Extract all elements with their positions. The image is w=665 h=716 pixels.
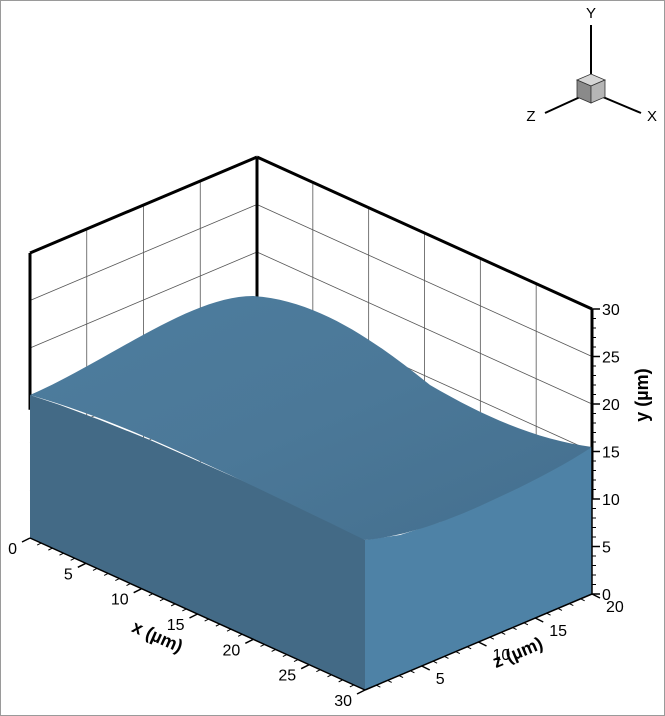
surface-top [30,296,592,540]
x-major-tick [244,638,254,645]
x-minor-tick [271,649,276,652]
z-minor-tick [489,636,495,640]
triad-z-label: Z [526,108,535,125]
x-minor-tick [349,684,355,688]
x-minor-tick [327,674,332,678]
x-minor-tick [226,628,232,632]
z-minor-tick [432,660,438,664]
x-minor-tick [204,618,209,622]
z-major-tick [421,665,431,671]
z-minor-tick [557,607,563,611]
x-minor-tick [70,557,75,561]
z-minor-tick [523,622,529,626]
z-tick-label: 20 [606,599,624,616]
x-major-tick [133,587,143,594]
x-minor-tick [48,547,53,551]
y-tick-label: 5 [602,540,611,557]
y-tick-label: 25 [602,350,620,367]
z-minor-tick [398,675,404,679]
x-minor-tick [260,643,265,647]
x-minor-tick [338,679,343,683]
x-major-tick [189,613,198,619]
z-minor-tick [455,651,461,655]
x-minor-tick [182,608,187,612]
x-minor-tick [148,593,154,597]
wall-edge [29,155,258,255]
z-minor-tick [466,646,472,650]
x-tick-label: 15 [167,617,185,634]
gridline-y [256,251,593,405]
z-minor-tick [444,655,449,659]
z-minor-tick [546,612,551,616]
x-tick-label: 5 [64,566,73,583]
cube-icon-right [590,79,606,104]
x-minor-tick [316,669,321,673]
z-tick-label: 10 [493,647,511,664]
y-tick-label: 10 [602,492,620,509]
x-minor-tick [92,567,98,571]
front-face-x [30,395,365,690]
z-minor-tick [376,684,381,688]
x-minor-tick [126,583,131,587]
wall-edge [256,155,593,311]
back-wall-left [30,13,253,395]
z-major-tick [534,617,544,623]
x-minor-tick [103,573,109,576]
z-tick-label: 15 [549,623,567,640]
x-tick-label: 0 [8,541,17,558]
y-tick-label: 20 [602,397,620,414]
triad-y-label: Y [586,5,596,22]
z-axis-line [364,593,593,691]
y-tick-label: 15 [602,445,620,462]
gridline-y [256,204,593,357]
x-major-tick [77,562,87,569]
x-minor-tick [170,603,176,607]
z-minor-tick [387,679,392,683]
z-tick-label: 5 [436,671,445,688]
y-tick-label: 0 [602,587,611,604]
z-minor-tick [569,603,574,607]
x-minor-tick [282,654,288,657]
z-minor-tick [500,631,506,635]
orientation-triad: Y X Z [526,5,657,125]
z-minor-tick [512,627,517,631]
x-major-tick [300,663,310,670]
x-minor-tick [59,552,64,556]
z-axis-title: z (µm) [490,633,546,672]
x-minor-tick [215,623,221,627]
x-minor-tick [293,659,299,663]
z-minor-tick [410,670,415,674]
z-major-tick [478,641,487,647]
z-minor-tick [580,598,585,602]
back-wall-right [253,13,592,447]
x-tick-label: 30 [334,693,352,710]
x-minor-tick [237,633,243,637]
x-tick-label: 25 [278,668,296,685]
y-axis-title: y (µm) [632,368,652,421]
x-major-tick [21,537,31,543]
x-minor-tick [36,542,42,546]
x-tick-label: 20 [223,642,241,659]
triad-x-label: X [647,108,657,125]
y-tick-label: 30 [602,302,620,319]
x-minor-tick [159,598,165,602]
front-face-z [365,447,592,690]
x-major-tick [356,689,366,695]
x-minor-tick [115,578,120,581]
x-tick-label: 10 [111,592,129,609]
